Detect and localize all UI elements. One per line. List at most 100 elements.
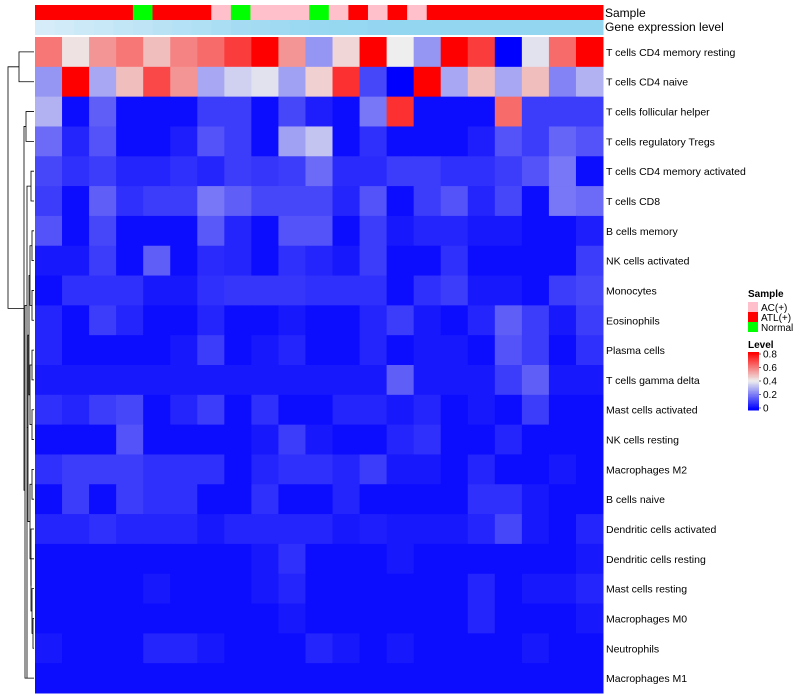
heatmap-cell (251, 573, 279, 605)
colorbar-segment (748, 365, 759, 367)
heatmap-cell (467, 215, 496, 247)
sample-annotation-cell-13 (289, 5, 310, 20)
expression-annotation-cell-16 (348, 20, 369, 35)
heatmap-cell (548, 156, 577, 187)
heatmap-cell (521, 215, 550, 247)
heatmap-cell (386, 66, 415, 98)
heatmap-cell (170, 394, 198, 426)
legend-level-title: Level (748, 340, 774, 351)
expression-annotation-cell-26 (544, 20, 565, 35)
heatmap-cell (35, 126, 63, 157)
heatmap-cell (494, 37, 523, 68)
colorbar-segment (748, 357, 759, 360)
heatmap-cell (224, 66, 252, 98)
heatmap-cell (197, 96, 225, 127)
heatmap-cell (251, 484, 279, 515)
colorbar-segment (748, 366, 759, 369)
heatmap-cell (35, 573, 63, 605)
heatmap-cell (170, 66, 198, 98)
heatmap-cell (170, 126, 198, 157)
heatmap-cell (332, 186, 361, 217)
heatmap-cell (116, 66, 144, 98)
heatmap-cell (278, 394, 306, 426)
dendrogram-branch-2 (32, 618, 34, 649)
heatmap-cell (170, 275, 198, 306)
row-label: NK cells resting (606, 435, 679, 447)
row-dendrogram (7, 51, 34, 679)
colorbar-segment (748, 398, 759, 401)
heatmap-cell (224, 394, 252, 426)
row-label: T cells CD4 memory resting (606, 47, 735, 59)
heatmap-cell (332, 543, 361, 575)
heatmap-cell (170, 424, 198, 455)
expression-annotation-cell-22 (465, 20, 486, 35)
heatmap-cell (305, 156, 334, 187)
heatmap-cell (278, 424, 306, 455)
heatmap-cell (494, 394, 523, 426)
heatmap-cell (548, 573, 577, 605)
heatmap-cell (278, 186, 306, 217)
heatmap-cell (305, 245, 334, 277)
heatmap-cell (413, 245, 442, 277)
heatmap-cell (332, 245, 361, 277)
heatmap-cell (251, 275, 279, 306)
heatmap-cell (251, 156, 279, 187)
heatmap-cell (62, 37, 90, 68)
heatmap-cell (170, 543, 198, 575)
heatmap-cell (359, 484, 388, 515)
heatmap-cell (143, 275, 171, 306)
heatmap-cell (521, 365, 550, 396)
colorbar-segment (748, 372, 759, 375)
heatmap-cell (575, 454, 604, 485)
row-label: Dendritic cells resting (606, 554, 706, 566)
heatmap-cell (224, 424, 252, 455)
annotation-label-gene-expression: Gene expression level (605, 20, 724, 34)
sample-annotation-cell-0 (35, 5, 56, 20)
heatmap-cell (521, 543, 550, 575)
heatmap-cell (197, 245, 225, 277)
expression-annotation-cell-27 (563, 20, 584, 35)
heatmap-cell (305, 365, 334, 396)
sample-annotation-cell-27 (563, 5, 584, 20)
heatmap-cell (494, 514, 523, 545)
heatmap-cell (521, 454, 550, 485)
heatmap-cell (332, 394, 361, 426)
heatmap-cell (116, 126, 144, 157)
heatmap-cell (62, 543, 90, 575)
sample-annotation-cell-18 (387, 5, 408, 20)
heatmap-cell (332, 603, 361, 634)
heatmap-cell (89, 156, 117, 187)
heatmap-cell (278, 96, 306, 127)
heatmap-cell (278, 484, 306, 515)
annotation-label-sample: Sample (605, 6, 646, 20)
heatmap-cell (197, 514, 225, 545)
heatmap-cell (143, 215, 171, 247)
heatmap-cell (359, 514, 388, 545)
heatmap-cell (251, 186, 279, 217)
expression-annotation-cell-20 (426, 20, 447, 35)
heatmap-cell (116, 305, 144, 336)
dendrogram-branch-1 (25, 111, 34, 142)
heatmap-cell (62, 215, 90, 247)
heatmap-cell (305, 514, 334, 545)
heatmap-cell (359, 96, 388, 127)
heatmap-cell (62, 484, 90, 515)
heatmap-cell (143, 484, 171, 515)
heatmap-cell (521, 394, 550, 426)
heatmap-cell (251, 66, 279, 98)
heatmap-cell (89, 424, 117, 455)
heatmap-cell (440, 66, 469, 98)
heatmap-cell (116, 186, 144, 217)
heatmap-cell (548, 543, 577, 575)
expression-annotation-cell-7 (172, 20, 193, 35)
colorbar-tick-label: 0.6 (763, 363, 777, 374)
heatmap-cell (359, 66, 388, 98)
heatmap-cells (35, 37, 604, 694)
heatmap-cell (386, 156, 415, 187)
legend-swatch-atl- (748, 312, 758, 322)
row-label: Eosinophils (606, 315, 660, 327)
heatmap-cell (89, 365, 117, 396)
colorbar-segment (748, 369, 759, 372)
heatmap-cell (386, 514, 415, 545)
colorbar-segment (748, 401, 759, 404)
